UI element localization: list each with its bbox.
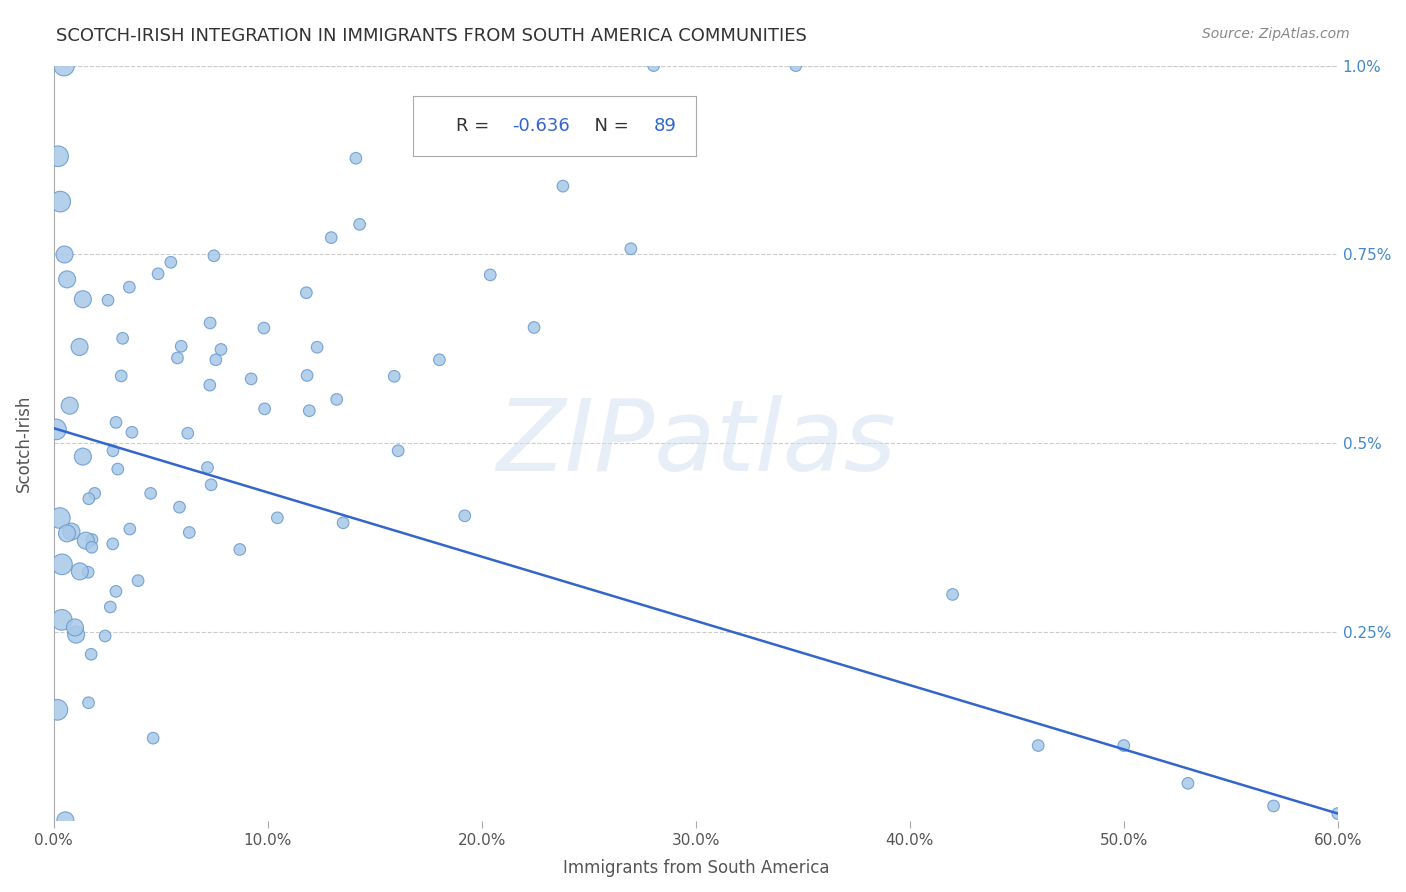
Point	[127, 574, 149, 588]
Point	[83, 486, 105, 500]
Point	[298, 403, 321, 417]
Point	[240, 372, 263, 386]
Point	[160, 255, 183, 269]
Point	[344, 151, 367, 165]
Point	[253, 321, 276, 335]
Point	[197, 460, 219, 475]
Point	[253, 401, 276, 416]
Point	[142, 731, 165, 746]
Point	[166, 351, 188, 365]
Point	[229, 542, 252, 557]
Point	[60, 524, 83, 539]
Point	[104, 584, 127, 599]
Point	[59, 399, 82, 413]
Point	[942, 587, 965, 601]
Point	[454, 508, 477, 523]
Text: SCOTCH-IRISH INTEGRATION IN IMMIGRANTS FROM SOUTH AMERICA COMMUNITIES: SCOTCH-IRISH INTEGRATION IN IMMIGRANTS F…	[56, 27, 807, 45]
Point	[295, 368, 318, 383]
Point	[332, 516, 354, 530]
Point	[105, 416, 128, 430]
Point	[51, 558, 73, 572]
Point	[98, 599, 121, 614]
Point	[198, 316, 221, 330]
Point	[75, 533, 97, 548]
Point	[641, 112, 664, 126]
Point	[56, 526, 79, 541]
Point	[97, 293, 120, 308]
Point	[94, 629, 117, 643]
Point	[785, 59, 807, 73]
Point	[146, 267, 169, 281]
Point	[107, 462, 129, 476]
Point	[1326, 806, 1348, 821]
Point	[45, 422, 67, 436]
Point	[63, 620, 86, 634]
Point	[1026, 739, 1049, 753]
Point	[295, 285, 318, 300]
Point	[101, 443, 124, 458]
Point	[643, 59, 665, 73]
Point	[321, 230, 343, 244]
Point	[110, 368, 132, 383]
Point	[179, 525, 201, 540]
Point	[209, 343, 232, 357]
Point	[118, 280, 141, 294]
Point	[49, 194, 72, 209]
Point	[198, 378, 221, 392]
Point	[46, 703, 69, 717]
Point	[551, 179, 574, 194]
Point	[169, 500, 191, 515]
Point	[72, 450, 94, 464]
Point	[139, 486, 162, 500]
Point	[77, 566, 100, 580]
Point	[382, 369, 405, 384]
Point	[387, 443, 409, 458]
Point	[101, 537, 124, 551]
Point	[349, 218, 371, 232]
Point	[1112, 739, 1135, 753]
Point	[53, 59, 76, 73]
Point	[56, 272, 79, 286]
Point	[200, 477, 222, 491]
Point	[111, 331, 134, 345]
Text: Source: ZipAtlas.com: Source: ZipAtlas.com	[1202, 27, 1350, 41]
Point	[1263, 799, 1285, 814]
Point	[69, 565, 91, 579]
Point	[80, 648, 103, 662]
Text: ZIPatlas: ZIPatlas	[496, 395, 896, 491]
Point	[1177, 776, 1199, 790]
Point	[523, 320, 546, 334]
Point	[118, 522, 141, 536]
Point	[620, 242, 643, 256]
Point	[177, 426, 200, 441]
Point	[80, 533, 103, 547]
Point	[77, 491, 100, 506]
Point	[49, 511, 72, 525]
Point	[77, 696, 100, 710]
Point	[205, 352, 228, 367]
Point	[69, 340, 91, 354]
Point	[72, 292, 94, 306]
Point	[80, 541, 103, 555]
Point	[121, 425, 143, 440]
Point	[51, 613, 73, 627]
Point	[202, 249, 225, 263]
X-axis label: Immigrants from South America: Immigrants from South America	[562, 859, 830, 877]
Point	[479, 268, 502, 282]
Point	[53, 247, 76, 261]
Point	[307, 340, 329, 354]
Point	[325, 392, 347, 407]
Point	[65, 627, 87, 641]
Point	[266, 510, 288, 524]
Point	[53, 814, 76, 828]
Y-axis label: Scotch-Irish: Scotch-Irish	[15, 394, 32, 492]
Point	[46, 149, 69, 163]
Point	[170, 339, 193, 353]
Point	[429, 352, 451, 367]
